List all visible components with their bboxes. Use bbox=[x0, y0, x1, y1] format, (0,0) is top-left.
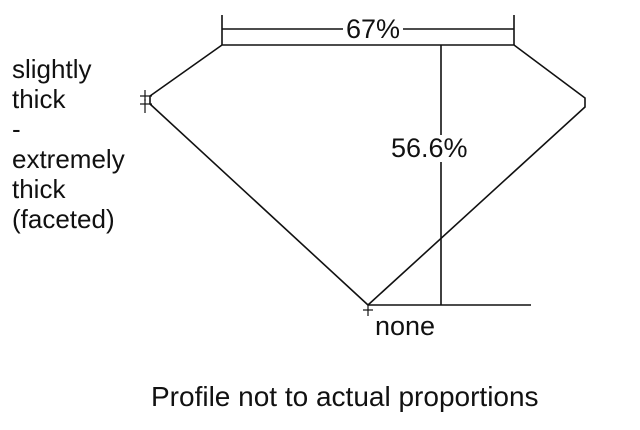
girdle-marker bbox=[140, 90, 152, 113]
gem-outline bbox=[149, 44, 586, 307]
culet-marker bbox=[363, 305, 373, 316]
girdle-label-line: thick bbox=[12, 84, 66, 114]
girdle-label-line: (faceted) bbox=[12, 204, 115, 234]
girdle-label-line: slightly bbox=[12, 54, 92, 84]
depth-percent-label: 56.6% bbox=[389, 133, 470, 163]
girdle-label: slightly thick - extremely thick (facete… bbox=[12, 54, 125, 234]
girdle-label-line: thick bbox=[12, 174, 66, 204]
girdle-label-line: extremely bbox=[12, 144, 125, 174]
footnote: Profile not to actual proportions bbox=[151, 381, 539, 412]
girdle-label-line: - bbox=[12, 114, 21, 144]
table-percent-label: 67% bbox=[343, 16, 404, 43]
culet-label: none bbox=[375, 311, 436, 341]
